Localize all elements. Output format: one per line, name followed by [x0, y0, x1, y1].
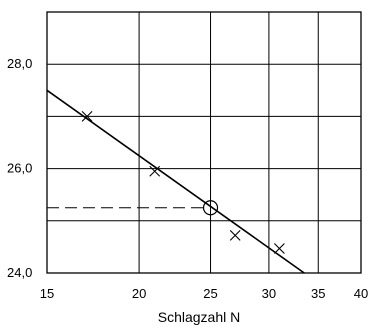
- highlight-circle: [202, 200, 219, 216]
- x-tick-labels: 15 20 25 30 35 40: [40, 286, 368, 301]
- data-points: [81, 111, 285, 254]
- data-point-x-marker: [229, 230, 241, 241]
- y-tick-label: 28,0: [7, 56, 32, 71]
- x-axis-label: Schlagzahl N: [158, 309, 241, 325]
- x-tick-label: 20: [132, 286, 146, 301]
- x-tick-label: 25: [203, 286, 217, 301]
- y-tick-labels: 24,0 26,0 28,0: [7, 56, 32, 280]
- data-point-x-marker: [274, 243, 285, 254]
- y-tick-label: 26,0: [7, 161, 32, 176]
- x-tick-label: 40: [354, 286, 368, 301]
- x-tick-label: 35: [311, 286, 325, 301]
- x-tick-label: 15: [40, 286, 54, 301]
- y-tick-label: 24,0: [7, 265, 32, 280]
- fit-line-segment: [46, 89, 305, 274]
- x-tick-label: 30: [262, 286, 276, 301]
- data-point-x-marker: [149, 165, 161, 177]
- grid: [46, 12, 362, 273]
- highlight-marker: [202, 200, 219, 216]
- plot-frame: [46, 11, 362, 274]
- data-point-x-marker: [81, 111, 93, 122]
- fit-line: [46, 89, 305, 274]
